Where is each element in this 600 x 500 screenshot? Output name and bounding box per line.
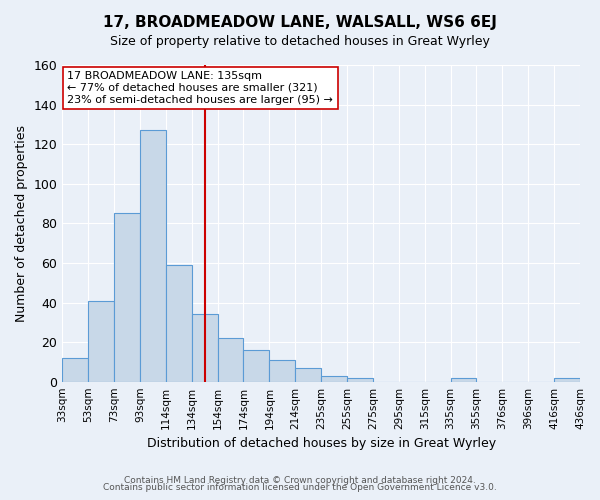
Bar — [114, 214, 140, 382]
X-axis label: Distribution of detached houses by size in Great Wyrley: Distribution of detached houses by size … — [146, 437, 496, 450]
Bar — [166, 265, 192, 382]
Y-axis label: Number of detached properties: Number of detached properties — [15, 125, 28, 322]
Text: 17 BROADMEADOW LANE: 135sqm
← 77% of detached houses are smaller (321)
23% of se: 17 BROADMEADOW LANE: 135sqm ← 77% of det… — [67, 72, 334, 104]
Text: Size of property relative to detached houses in Great Wyrley: Size of property relative to detached ho… — [110, 35, 490, 48]
Text: Contains public sector information licensed under the Open Government Licence v3: Contains public sector information licen… — [103, 484, 497, 492]
Bar — [140, 130, 166, 382]
Bar — [451, 378, 476, 382]
Text: Contains HM Land Registry data © Crown copyright and database right 2024.: Contains HM Land Registry data © Crown c… — [124, 476, 476, 485]
Bar — [192, 314, 218, 382]
Bar — [269, 360, 295, 382]
Text: 17, BROADMEADOW LANE, WALSALL, WS6 6EJ: 17, BROADMEADOW LANE, WALSALL, WS6 6EJ — [103, 15, 497, 30]
Bar — [554, 378, 580, 382]
Bar — [321, 376, 347, 382]
Bar — [218, 338, 244, 382]
Bar — [295, 368, 321, 382]
Bar — [244, 350, 269, 382]
Bar — [62, 358, 88, 382]
Bar — [347, 378, 373, 382]
Bar — [88, 300, 114, 382]
